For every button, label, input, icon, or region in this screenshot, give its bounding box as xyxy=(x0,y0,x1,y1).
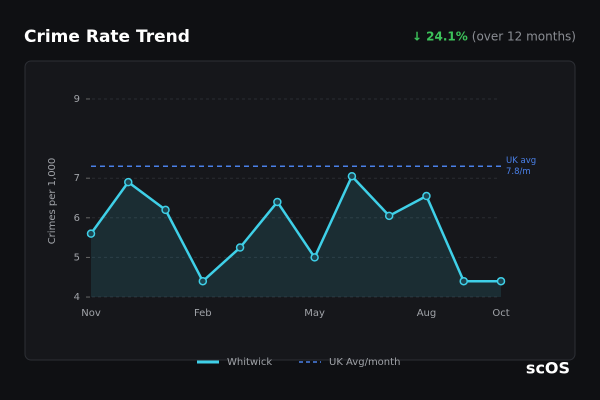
point xyxy=(422,191,431,201)
point xyxy=(459,276,468,286)
y-tick-label: 7 xyxy=(74,173,80,184)
line xyxy=(89,174,501,283)
y-tick-label: 4 xyxy=(74,292,80,303)
point xyxy=(235,243,245,252)
x-tick-label: Aug xyxy=(417,308,437,319)
legend-label: UK Avg/month xyxy=(329,357,400,368)
point xyxy=(124,177,133,187)
area xyxy=(91,176,501,297)
point xyxy=(198,276,208,286)
reference-label: UK avg xyxy=(506,156,536,166)
point xyxy=(310,253,319,262)
x-tick-label: May xyxy=(304,308,325,319)
watermark: scOS xyxy=(526,359,570,378)
y-tick-label: 5 xyxy=(74,252,80,263)
y-tick-label: 9 xyxy=(74,94,80,105)
point xyxy=(496,276,506,286)
y-axis-label: Crimes per 1,000 xyxy=(47,158,58,245)
x-tick-label: Oct xyxy=(492,308,509,319)
change-note: (over 12 months) xyxy=(472,30,576,44)
point xyxy=(161,205,170,215)
x-tick-label: Nov xyxy=(81,308,101,319)
point xyxy=(347,171,357,181)
point xyxy=(86,229,96,238)
panel xyxy=(24,60,576,361)
title: Crime Rate Trend xyxy=(24,27,190,47)
point xyxy=(273,197,282,207)
change: ↓ 24.1% xyxy=(412,30,468,44)
x-tick-label: Feb xyxy=(194,308,212,319)
point xyxy=(384,211,394,221)
reference-label: 7.8/m xyxy=(506,167,531,177)
legend-label: Whitwick xyxy=(227,357,272,368)
y-tick-label: 6 xyxy=(74,213,80,224)
